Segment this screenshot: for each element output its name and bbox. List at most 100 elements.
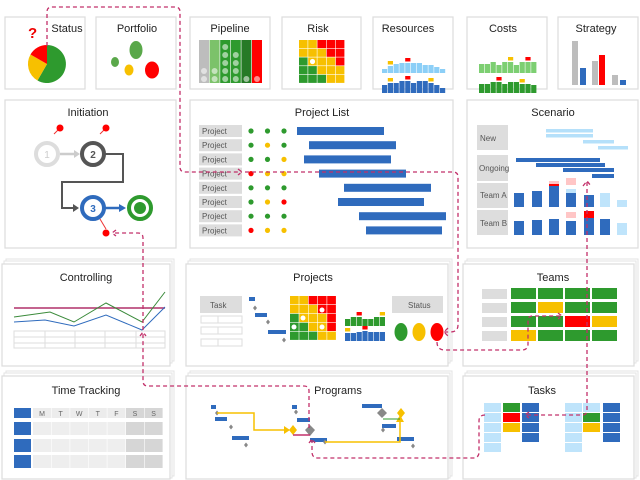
project-row-label[interactable]: Project — [202, 212, 228, 221]
risk-cell — [299, 57, 308, 66]
status-dot — [281, 142, 287, 148]
status-light-green — [394, 323, 408, 341]
project-row-label[interactable]: Project — [202, 198, 228, 207]
team-a-load-bar — [532, 191, 542, 207]
project-timeline-bar — [297, 127, 384, 135]
status-dot — [264, 185, 271, 191]
day-header: M — [39, 411, 45, 418]
project-resource-bar — [345, 333, 351, 341]
project-cost-bar — [362, 319, 368, 326]
day-cell — [33, 422, 51, 435]
marker — [387, 61, 393, 65]
teams-panel[interactable] — [462, 263, 635, 367]
step-1-label: 1 — [44, 150, 50, 161]
step-2-circle[interactable] — [80, 141, 106, 167]
status-dot — [281, 156, 287, 162]
gantt-bar — [268, 330, 286, 334]
risk-cell — [326, 40, 336, 49]
project-risk-cell — [299, 304, 308, 314]
task-card — [565, 433, 582, 442]
resource-bar — [440, 88, 446, 93]
project-risk-cell — [290, 313, 299, 323]
day-header: T — [96, 411, 101, 418]
resource-bar — [405, 63, 411, 73]
gantt-bar — [249, 297, 255, 301]
team-capacity-cell — [565, 302, 590, 313]
project-row-label[interactable]: Project — [202, 127, 228, 136]
resources-title: Resources — [382, 23, 435, 35]
day-cell — [51, 439, 70, 452]
project-risk-cell — [317, 313, 327, 323]
step-2-label: 2 — [90, 150, 96, 161]
step-3-circle[interactable] — [80, 195, 106, 221]
bubble — [124, 64, 134, 76]
resource-bar — [405, 81, 411, 93]
cost-bar — [484, 84, 490, 93]
day-cell — [70, 408, 89, 418]
strategy-panel[interactable] — [557, 16, 639, 90]
team-b-load-bar — [549, 219, 559, 235]
risk-cell — [299, 74, 308, 83]
warning-dot — [102, 229, 110, 237]
strategy-bar — [592, 61, 598, 85]
project-row-label[interactable]: Project — [202, 170, 228, 179]
cost-bar — [508, 62, 514, 73]
project-risk-cell — [299, 322, 308, 331]
marker — [362, 326, 368, 330]
team-capacity-cell — [511, 330, 536, 341]
workflow-connectors — [46, 6, 592, 459]
ongoing-project-bar — [563, 168, 614, 172]
project-cost-bar — [379, 317, 385, 326]
task-card — [565, 423, 582, 432]
resource-bar — [411, 63, 417, 73]
task-header: Task — [210, 301, 227, 310]
project-row-label[interactable]: Project — [202, 141, 228, 150]
day-cell — [126, 422, 144, 435]
project-risk-cell — [290, 331, 299, 340]
day-cell — [33, 455, 51, 468]
task-card — [565, 403, 582, 412]
initiation-panel[interactable] — [4, 99, 177, 249]
team-a-load-bar — [514, 193, 524, 207]
team-capacity-cell — [592, 288, 617, 299]
project-resource-bar — [368, 332, 374, 341]
step-1-circle[interactable] — [34, 141, 60, 167]
cost-bar — [502, 84, 508, 93]
project-risk-cell — [327, 296, 336, 305]
risk-cell — [317, 57, 326, 66]
pipeline-item — [243, 76, 250, 82]
status-dot — [248, 156, 254, 162]
resource-bar — [411, 83, 417, 93]
cost-bar — [490, 62, 496, 73]
project-row-label[interactable]: Project — [202, 155, 228, 164]
status-dot — [264, 213, 271, 219]
day-cell — [33, 408, 51, 418]
task-card — [503, 413, 520, 422]
project-row-label-bg — [199, 181, 242, 194]
task-card — [565, 443, 582, 452]
day-header: F — [114, 411, 118, 418]
step-3-label: 3 — [90, 204, 96, 215]
program-task-bar — [292, 405, 297, 409]
scenario-labels: New Ongoing Team A Team B — [477, 125, 509, 235]
task-card — [522, 433, 539, 442]
resource-bar — [434, 85, 440, 93]
cost-bar — [531, 62, 537, 73]
project-risk-cell — [327, 322, 336, 331]
team-capacity-cell — [538, 288, 563, 299]
milestone-icon — [282, 337, 286, 343]
pipeline-item — [232, 60, 239, 66]
scenario-title: Scenario — [531, 107, 574, 119]
costs-panel[interactable] — [466, 16, 548, 90]
resource-bar — [387, 83, 393, 93]
project-row-label-bg — [199, 210, 242, 223]
connector-programs-to-controlling — [142, 332, 310, 428]
day-cell — [144, 422, 163, 435]
project-row-label[interactable]: Project — [202, 184, 228, 193]
bubble — [111, 57, 119, 67]
status-light-yellow — [412, 323, 426, 341]
project-row-label[interactable]: Project — [202, 226, 228, 235]
employee-cell — [14, 455, 31, 468]
portfolio-title: Portfolio — [117, 23, 157, 35]
resource-bar — [399, 81, 405, 93]
